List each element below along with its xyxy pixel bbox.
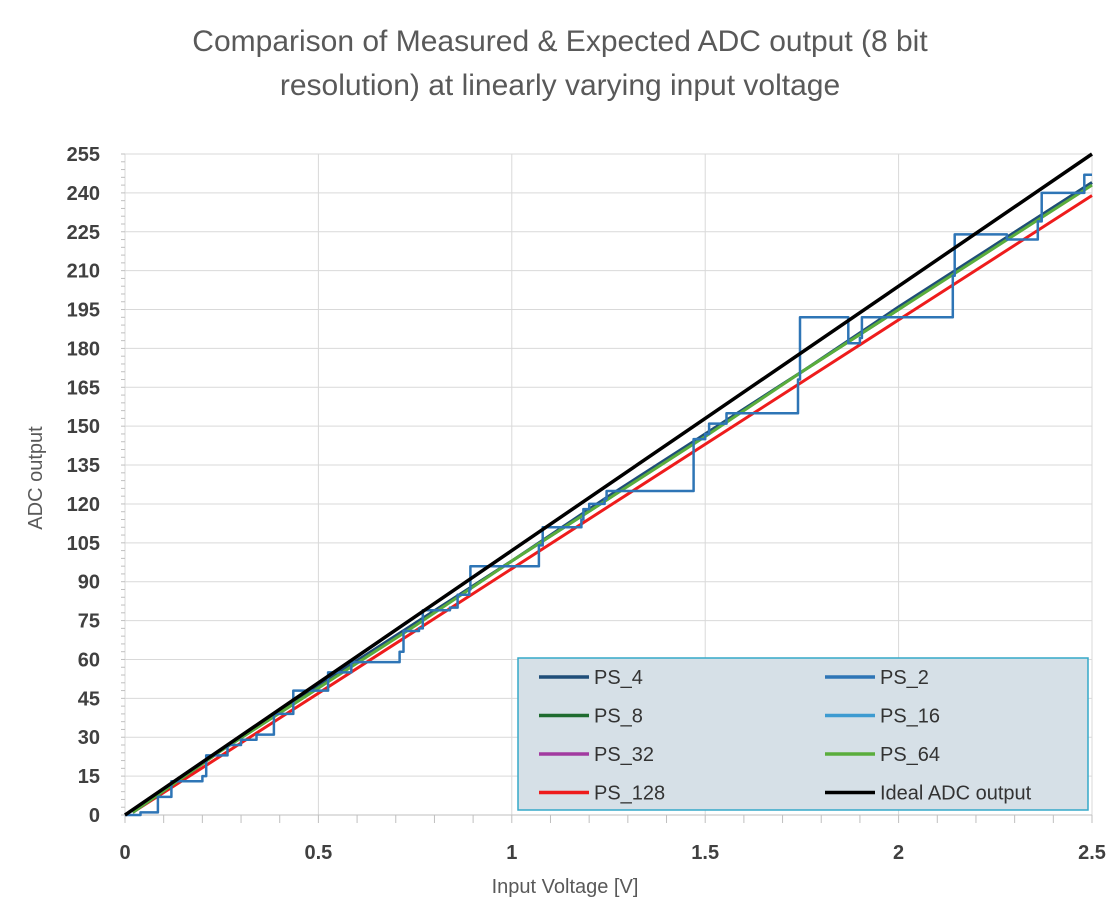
x-tick-label: 1.5 — [691, 842, 719, 864]
legend-label: PS_128 — [594, 783, 665, 805]
legend-box — [517, 657, 1089, 811]
y-tick-label: 60 — [78, 649, 100, 671]
series-line-ps-2 — [125, 173, 1092, 817]
x-tick-labels: 0 0.5 1 1.5 2 2.5 — [119, 842, 1105, 864]
x-tick-label: 2.5 — [1078, 842, 1106, 864]
y-tick-label: 150 — [67, 416, 100, 438]
y-tick-label: 165 — [67, 377, 100, 399]
legend-label: PS_32 — [594, 744, 654, 766]
legend-label: PS_64 — [880, 744, 940, 766]
chart-title: Comparison of Measured & Expected ADC ou… — [0, 20, 1120, 108]
y-axis-label: ADC output — [25, 426, 47, 530]
series-line-ps-64 — [131, 183, 1093, 814]
x-axis-label: Input Voltage [V] — [492, 876, 639, 898]
y-tick-label: 15 — [78, 766, 100, 788]
chart-title-line-2: resolution) at linearly varying input vo… — [279, 69, 841, 102]
y-tick-label: 180 — [67, 338, 100, 360]
y-tick-label: 255 — [67, 144, 100, 166]
x-tick-label: 2 — [893, 842, 904, 864]
legend-label: PS_2 — [880, 667, 929, 689]
y-tick-label: 135 — [67, 455, 100, 477]
y-tick-label: 195 — [67, 300, 100, 322]
y-tick-label: 30 — [78, 727, 100, 749]
x-tick-label: 1 — [506, 842, 517, 864]
y-tick-label: 225 — [67, 222, 100, 244]
y-tick-label: 90 — [78, 572, 100, 594]
minor-ticks — [121, 153, 1093, 823]
chart-title-line-1: Comparison of Measured & Expected ADC ou… — [192, 25, 928, 58]
x-tick-label: 0.5 — [304, 842, 332, 864]
y-tick-label: 105 — [67, 533, 100, 555]
legend-label: PS_8 — [594, 706, 643, 728]
y-tick-label: 240 — [67, 183, 100, 205]
legend-label: PS_4 — [594, 667, 643, 689]
grid — [124, 153, 1093, 816]
y-tick-label: 120 — [67, 494, 100, 516]
series-line-ideal-adc-output — [124, 152, 1093, 817]
legend-label: Ideal ADC output — [880, 783, 1032, 805]
series-layer — [124, 152, 1093, 817]
y-tick-label: 0 — [89, 805, 100, 827]
x-tick-label: 0 — [119, 842, 130, 864]
y-tick-label: 75 — [78, 611, 100, 633]
y-tick-labels: 0 15 30 45 60 75 90 105 120 135 150 165 180 195 210 225… — [67, 144, 100, 827]
y-tick-label: 45 — [78, 688, 100, 710]
legend: PS_4 PS_2 PS_8 PS_16 PS_32 PS_64 PS_128 Ideal A… — [517, 657, 1089, 811]
legend-label: PS_16 — [880, 706, 940, 728]
y-tick-label: 210 — [67, 261, 100, 283]
